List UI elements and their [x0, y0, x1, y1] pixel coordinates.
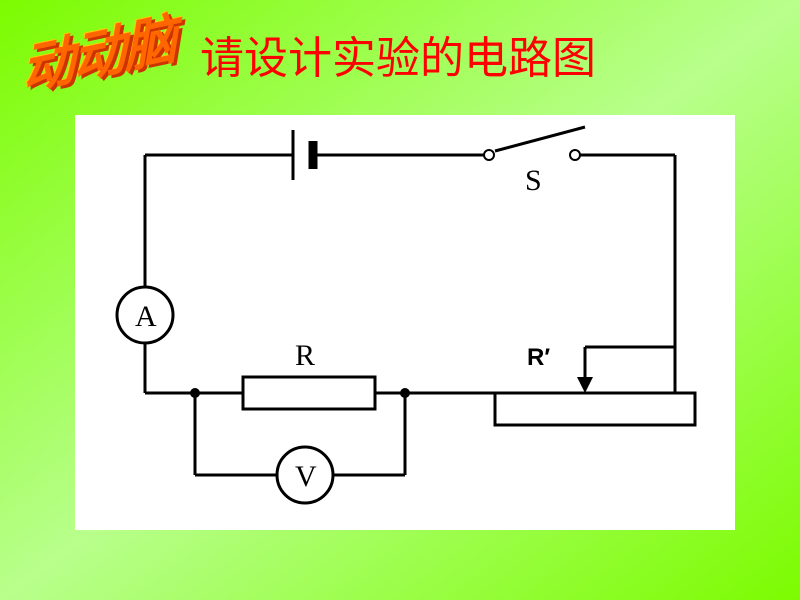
voltmeter-label: V [295, 460, 317, 493]
rheostat-label: R′ [527, 344, 550, 371]
ammeter-label: A [135, 300, 157, 333]
switch-terminal-right [570, 150, 580, 160]
switch-terminal-left [484, 150, 494, 160]
circuit-diagram: S A R R′ V [75, 115, 735, 530]
resistor-box [243, 377, 375, 409]
decorative-heading: 动动脑 [19, 0, 177, 106]
switch-label: S [525, 164, 542, 197]
resistor-label: R [295, 339, 315, 372]
rheostat-box [495, 393, 695, 425]
switch-arm [495, 127, 585, 151]
circuit-svg: S A R R′ V [75, 115, 735, 530]
rheostat-wiper-arrow [577, 377, 593, 393]
page-title: 请设计实验的电路图 [200, 22, 596, 86]
